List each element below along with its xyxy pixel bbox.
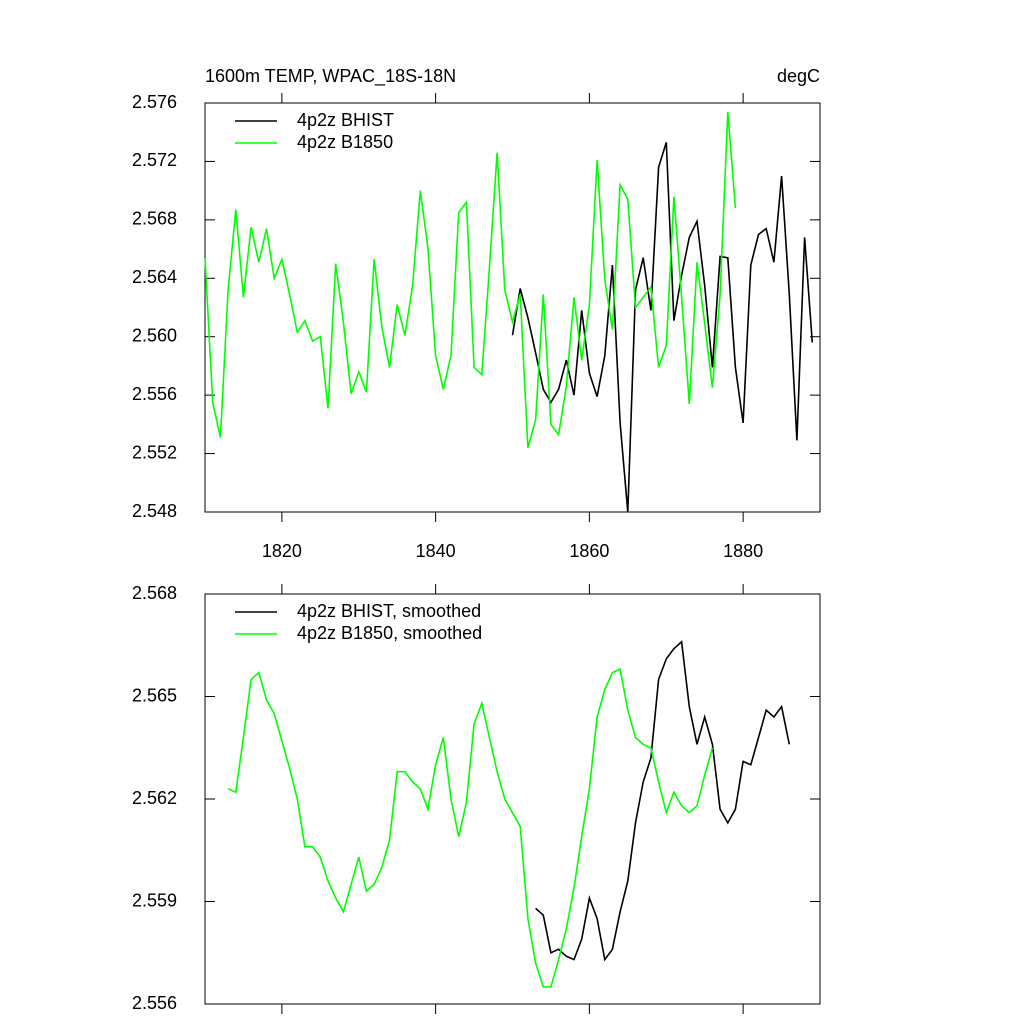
x-tick-label: 1840: [416, 541, 456, 561]
line-series: [511, 142, 814, 513]
chart-title: 1600m TEMP, WPAC_18S-18N: [205, 66, 456, 87]
legend-label: 4p2z B1850: [297, 132, 393, 152]
legend-label: 4p2z BHIST: [297, 110, 394, 130]
y-tick-label: 2.560: [132, 325, 177, 345]
line-series: [535, 640, 791, 962]
y-tick-label: 2.552: [132, 442, 177, 462]
y-tick-label: 2.568: [132, 583, 177, 603]
y-tick-label: 2.565: [132, 685, 177, 705]
legend-label: 4p2z BHIST, smoothed: [297, 601, 481, 621]
x-tick-label: 1880: [723, 541, 763, 561]
y-tick-label: 2.576: [132, 92, 177, 112]
y-tick-label: 2.559: [132, 890, 177, 910]
y-tick-label: 2.548: [132, 501, 177, 521]
y-tick-label: 2.568: [132, 209, 177, 229]
x-tick-label: 1860: [569, 541, 609, 561]
y-tick-label: 2.572: [132, 150, 177, 170]
y-tick-label: 2.556: [132, 993, 177, 1013]
y-tick-label: 2.564: [132, 267, 177, 287]
plot-frame: [204, 102, 821, 513]
legend-label: 4p2z B1850, smoothed: [297, 623, 482, 643]
y-tick-label: 2.562: [132, 788, 177, 808]
units-label: degC: [777, 66, 820, 86]
line-series: [227, 668, 714, 988]
line-series: [204, 111, 737, 448]
x-tick-label: 1820: [262, 541, 302, 561]
y-tick-label: 2.556: [132, 384, 177, 404]
